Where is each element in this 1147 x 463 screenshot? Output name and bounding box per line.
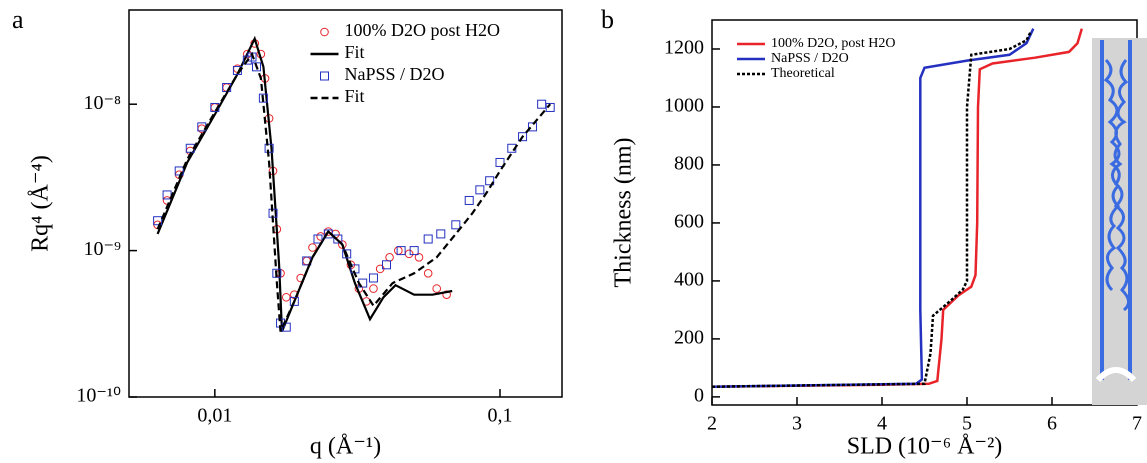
y-tick-label: 10⁻⁸ [83, 92, 121, 114]
panel-label: b [601, 5, 614, 34]
point [281, 292, 291, 302]
legend-label: 100% D2O post H2O [345, 20, 501, 40]
legend-label: NaPSS / D2O [771, 51, 849, 66]
point [368, 273, 378, 283]
x-tick-label: 2 [707, 413, 717, 435]
point [369, 284, 378, 293]
x-tick-label: 6 [1047, 413, 1057, 435]
point [174, 166, 184, 176]
point [404, 249, 414, 259]
point [320, 27, 329, 37]
x-tick-label: 5 [962, 413, 972, 435]
point [342, 249, 352, 259]
y-tick-label: 600 [674, 211, 704, 233]
point [320, 71, 329, 81]
panel: 2 3 4 5 6 7 0 200 400 600 800 1000 1200 b SLD (10⁻⁶ Å⁻… [601, 5, 1142, 460]
point [333, 234, 343, 244]
y-tick-label: 1000 [664, 95, 704, 117]
panel: 0,01 0,1 10⁻¹⁰ 10⁻⁹ 10⁻⁸ a q (Å⁻¹) Rq⁴ (Å⁻⁴) 100… [12, 5, 563, 460]
point [537, 99, 547, 109]
point [527, 122, 537, 132]
point [338, 240, 347, 249]
panel-label: a [12, 5, 24, 34]
point [442, 290, 451, 299]
point [423, 268, 433, 278]
y-tick-label: 800 [674, 153, 704, 175]
x-tick-label: 3 [792, 413, 802, 435]
point [436, 229, 446, 239]
point [281, 322, 291, 332]
point [153, 216, 163, 226]
point [475, 185, 485, 195]
point [313, 234, 323, 244]
schematic-end [1095, 367, 1137, 383]
legend-label: NaPSS / D2O [345, 64, 445, 84]
point [485, 176, 495, 186]
y-axis-label: Rq⁴ (Å⁻⁴) [28, 155, 54, 252]
legend-label: 100% D2O, post H2O [771, 36, 895, 51]
y-tick-label: 10⁻⁹ [83, 238, 121, 260]
series-line [711, 28, 1083, 388]
y-tick-label: 1200 [664, 37, 704, 59]
point [396, 246, 406, 256]
point [545, 102, 555, 112]
point [242, 55, 252, 65]
plot-frame [128, 9, 563, 398]
series-line [711, 28, 1035, 388]
point [382, 260, 392, 270]
series-line [711, 31, 1032, 388]
point [518, 132, 528, 142]
y-tick-label: 0 [694, 384, 704, 406]
schematic-wall [1100, 40, 1132, 380]
point [409, 246, 419, 256]
x-tick-label: 0,1 [487, 405, 512, 427]
y-tick-label: 400 [674, 269, 704, 291]
x-tick-label: 7 [1132, 413, 1142, 435]
series-line [156, 35, 453, 332]
x-tick-label: 4 [877, 413, 887, 435]
legend-label: Theoretical [771, 66, 835, 81]
series-line [156, 51, 552, 332]
x-axis-label: q (Å⁻¹) [310, 434, 381, 460]
schematic [1092, 38, 1147, 405]
y-tick-label: 10⁻¹⁰ [76, 385, 121, 407]
point [394, 246, 403, 255]
x-tick-label: 0,01 [197, 405, 232, 427]
point [289, 296, 299, 306]
legend-label: Fit [345, 42, 365, 62]
point [495, 157, 505, 167]
point [308, 243, 317, 252]
point [414, 252, 424, 262]
point [464, 195, 474, 205]
point [423, 234, 433, 244]
point [385, 252, 394, 262]
point [432, 284, 442, 293]
point [252, 62, 262, 72]
x-axis-label: SLD (10⁻⁶ Å⁻²) [847, 434, 1003, 460]
y-tick-label: 200 [674, 326, 704, 348]
legend-label: Fit [345, 86, 365, 106]
schematic-chains [1103, 58, 1130, 312]
point [451, 220, 461, 230]
point [258, 93, 268, 103]
y-axis-label: Thickness (nm) [611, 138, 637, 288]
